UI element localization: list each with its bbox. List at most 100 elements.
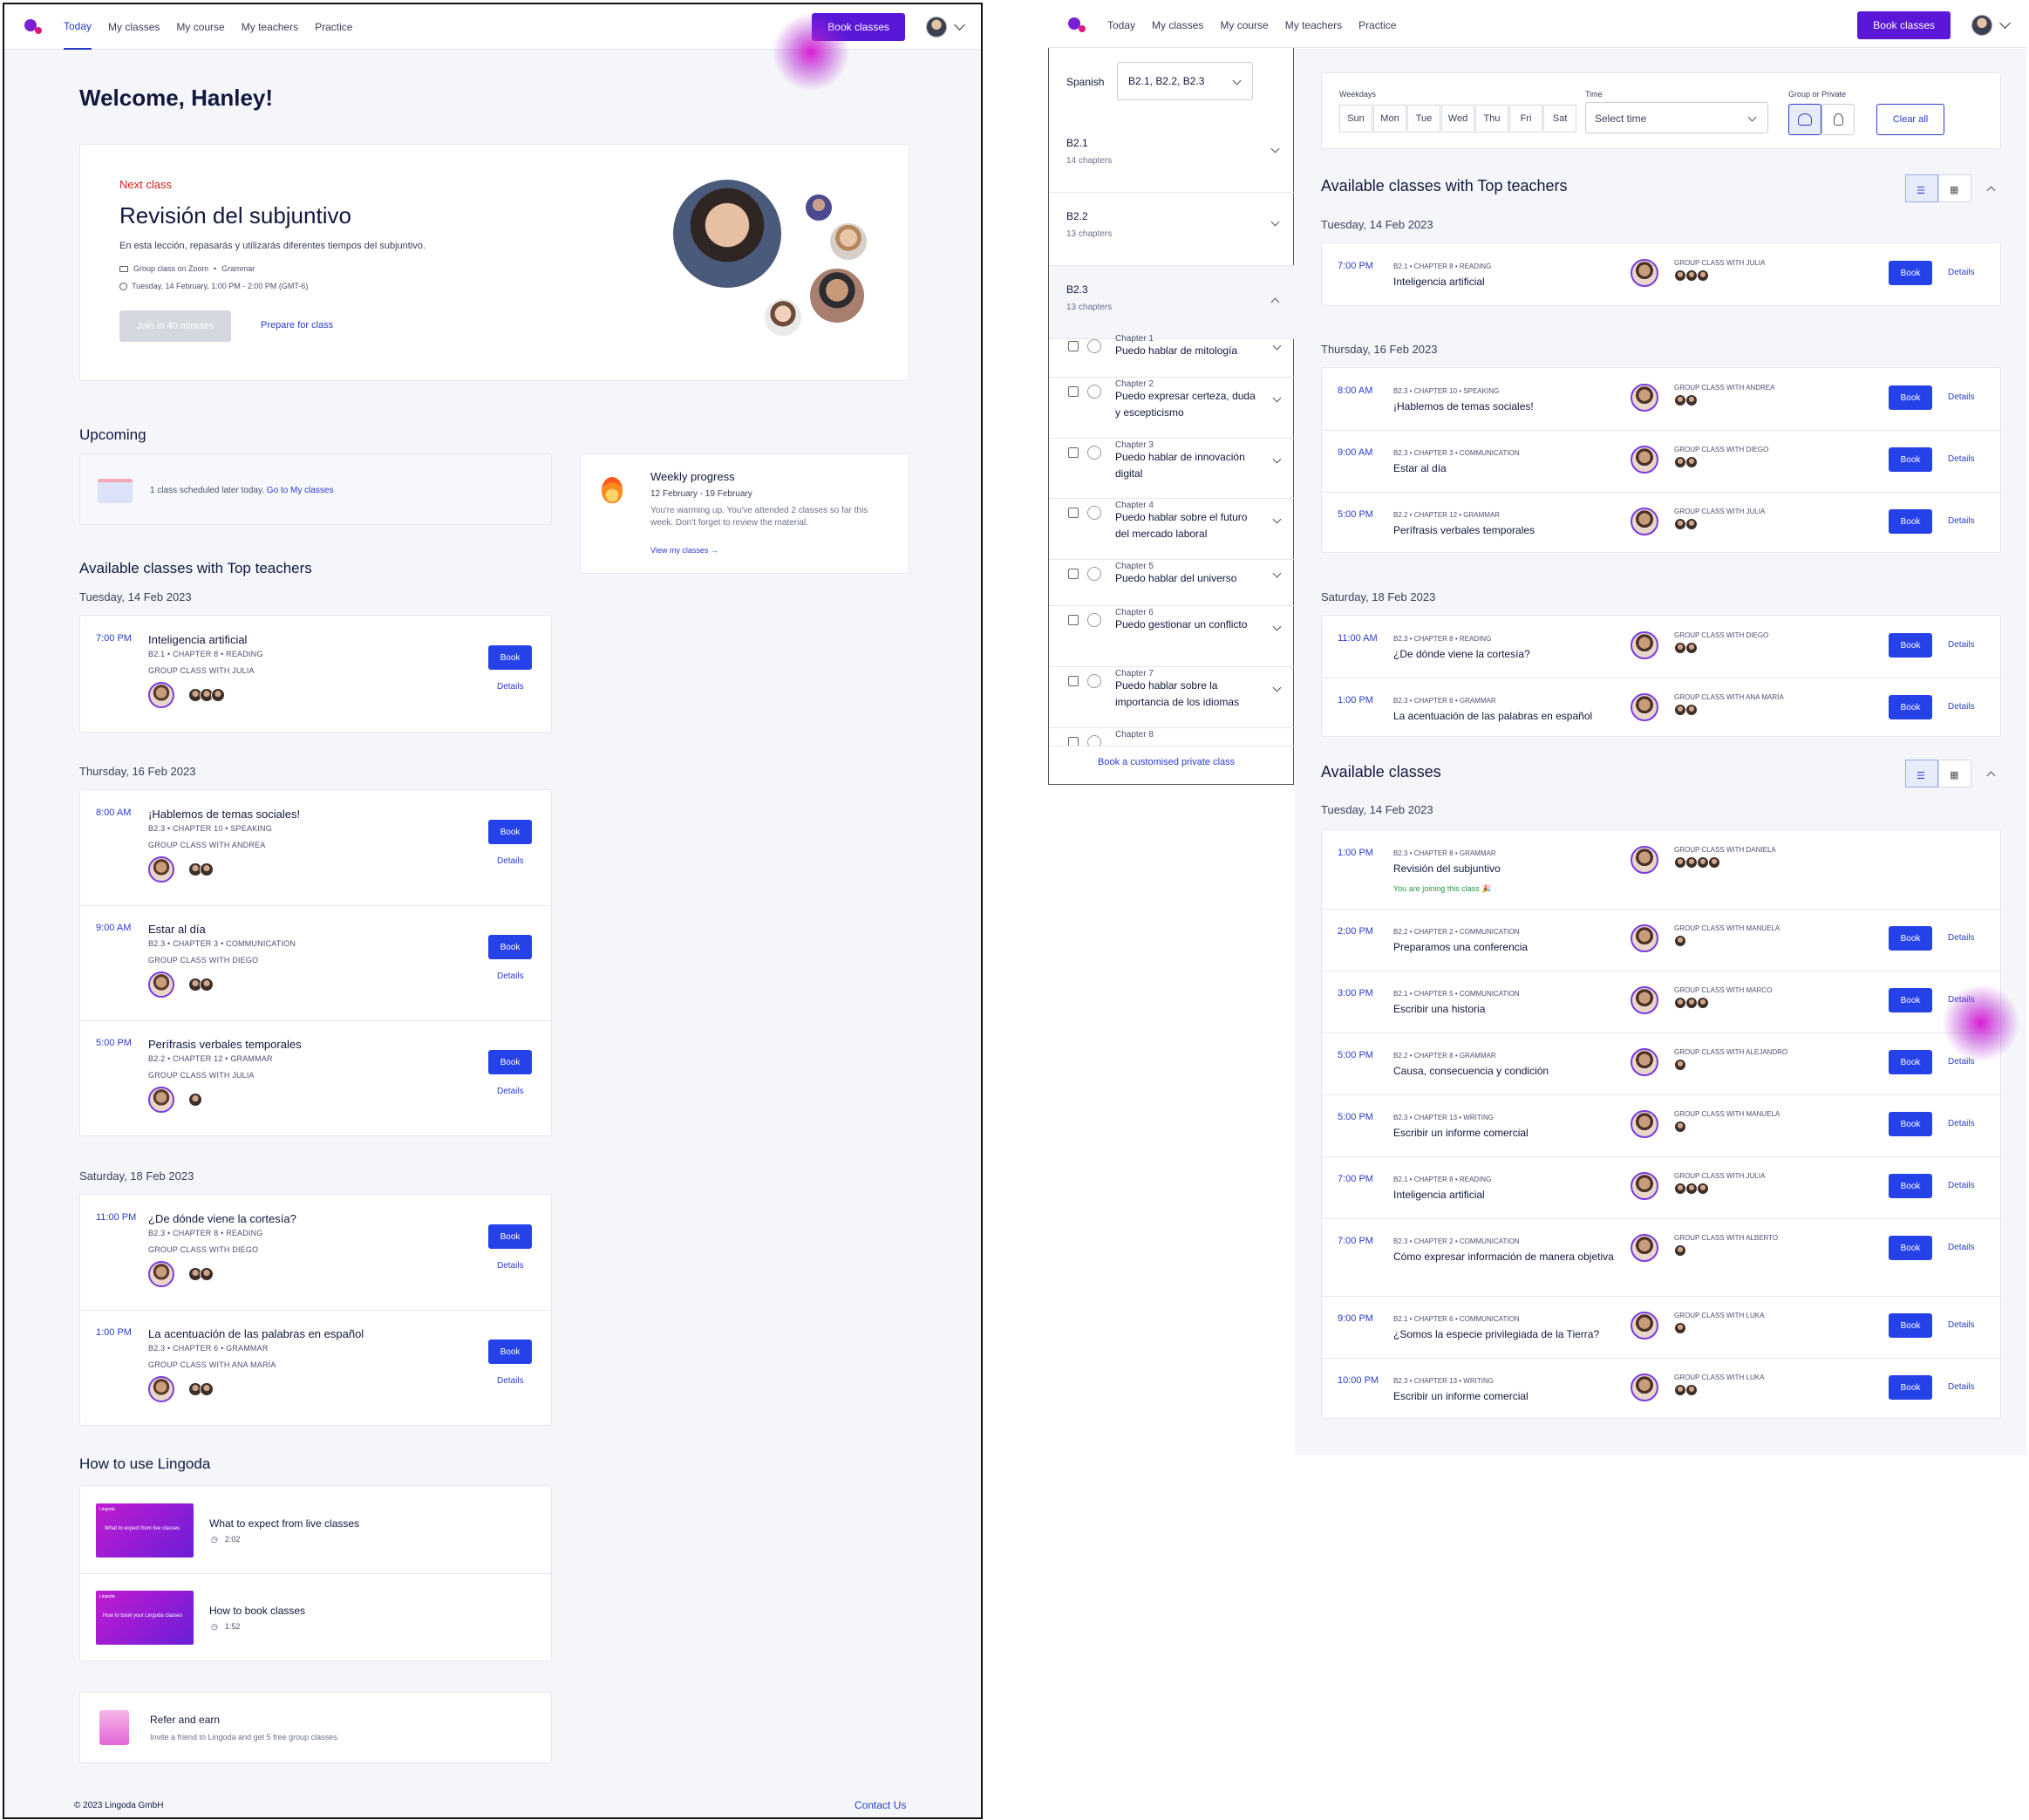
book-button[interactable]: Book [488,1339,532,1364]
chevron-down-icon[interactable] [1270,217,1280,227]
chapter-checkbox[interactable] [1068,569,1079,579]
book-button[interactable]: Book [488,1224,532,1249]
contact-us-link[interactable]: Contact Us [854,1799,907,1811]
chevron-down-icon[interactable] [1272,454,1282,464]
user-avatar[interactable] [926,16,947,37]
chapter-row[interactable]: Chapter 4 Puedo hablar sobre el futuro de… [1049,499,1295,560]
nav-my-classes[interactable]: My classes [1152,18,1204,31]
chevron-down-icon[interactable] [954,19,965,31]
chapter-row[interactable]: Chapter 2 Puedo expresar certeza, duda y … [1049,378,1295,439]
chapter-checkbox[interactable] [1068,386,1079,397]
weekday-toggle-sat[interactable]: Sat [1543,105,1576,133]
lingoda-logo-icon[interactable] [22,16,44,38]
chapter-checkbox[interactable] [1068,615,1079,625]
details-link[interactable]: Details [497,1087,524,1096]
nav-practice[interactable]: Practice [315,20,353,33]
level-item-B2-2[interactable]: B2.2 13 chapters [1049,193,1295,266]
nav-practice[interactable]: Practice [1358,18,1397,31]
book-button[interactable]: Book [1889,1236,1932,1260]
book-button[interactable]: Book [1889,1112,1932,1136]
join-class-button[interactable]: Join in 40 minutes [119,310,231,342]
chapter-row[interactable]: Chapter 3 Puedo hablar de innovación digi… [1049,439,1295,499]
details-link[interactable]: Details [1948,1181,1975,1190]
details-link[interactable]: Details [1948,1057,1975,1067]
nav-my-course[interactable]: My course [1220,18,1269,31]
private-class-toggle[interactable] [1821,104,1855,135]
book-classes-button[interactable]: Book classes [812,12,905,41]
details-link[interactable]: Details [497,971,524,981]
view-my-classes-link[interactable]: View my classes → [650,546,718,555]
nav-my-teachers[interactable]: My teachers [1284,18,1343,31]
book-private-class-link[interactable]: Book a customised private class [1098,757,1236,767]
chapter-checkbox[interactable] [1068,737,1079,746]
details-link[interactable]: Details [1948,933,1975,943]
chevron-down-icon[interactable] [1272,622,1282,631]
book-button[interactable]: Book [488,645,532,670]
details-link[interactable]: Details [1948,454,1975,464]
chapter-checkbox[interactable] [1068,676,1079,686]
nav-my-teachers[interactable]: My teachers [241,20,299,33]
refer-card[interactable]: Refer and earn Invite a friend to Lingod… [79,1692,552,1763]
level-item-B2-3[interactable]: B2.3 13 chapters [1049,266,1295,339]
nav-my-classes[interactable]: My classes [108,20,160,33]
book-button[interactable]: Book [1889,261,1932,285]
details-link[interactable]: Details [1948,1382,1975,1392]
video-title[interactable]: What to expect from live classes [209,1517,360,1530]
nav-today[interactable]: Today [64,4,92,50]
book-button[interactable]: Book [1889,385,1932,410]
chevron-down-icon[interactable] [1270,144,1280,153]
video-thumbnail[interactable]: Lingoda How to book your Lingoda classes [96,1591,194,1645]
details-link[interactable]: Details [1948,516,1975,526]
book-button[interactable]: Book [1889,1174,1932,1198]
chevron-down-icon[interactable] [1272,341,1282,351]
chevron-up-icon[interactable] [1270,297,1280,307]
level-item-B2-1[interactable]: B2.1 14 chapters [1049,119,1295,193]
book-button[interactable]: Book [1889,1313,1932,1338]
details-link[interactable]: Details [497,856,524,866]
lingoda-logo-icon[interactable] [1066,14,1088,37]
nav-my-course[interactable]: My course [176,20,225,33]
chapter-row[interactable]: Chapter 7 Puedo hablar sobre la importanc… [1049,667,1295,728]
weekday-toggle-fri[interactable]: Fri [1509,105,1542,133]
video-title[interactable]: How to book classes [209,1605,306,1617]
weekday-toggle-mon[interactable]: Mon [1373,105,1406,133]
chapter-row[interactable]: Chapter 5 Puedo hablar del universo [1049,560,1295,606]
book-button[interactable]: Book [1889,988,1932,1012]
list-view-toggle[interactable]: ☰ [1905,174,1938,202]
book-button[interactable]: Book [1889,633,1932,658]
chapter-row[interactable]: Chapter 8 [1049,728,1295,746]
prepare-class-link[interactable]: Prepare for class [261,320,334,331]
details-link[interactable]: Details [1948,995,1975,1005]
book-button[interactable]: Book [1889,447,1932,472]
book-button[interactable]: Book [488,1050,532,1074]
clear-all-button[interactable]: Clear all [1876,104,1944,135]
details-link[interactable]: Details [497,682,524,692]
user-avatar[interactable] [1971,14,1992,36]
go-to-my-classes-link[interactable]: Go to My classes [266,486,334,495]
chevron-down-icon[interactable] [1272,569,1282,578]
weekday-toggle-thu[interactable]: Thu [1475,105,1508,133]
chevron-down-icon[interactable] [1272,393,1282,403]
details-link[interactable]: Details [1948,268,1975,277]
chevron-down-icon[interactable] [1999,17,2011,29]
book-button[interactable]: Book [1889,509,1932,534]
weekday-toggle-tue[interactable]: Tue [1407,105,1440,133]
book-button[interactable]: Book [488,820,532,844]
book-button[interactable]: Book [1889,1375,1932,1400]
chapter-row[interactable]: Chapter 1 Puedo hablar de mitología [1049,332,1295,378]
details-link[interactable]: Details [1948,1320,1975,1330]
book-classes-button[interactable]: Book classes [1857,10,1951,39]
level-select[interactable]: B2.1, B2.2, B2.3 [1117,62,1253,100]
nav-today[interactable]: Today [1107,18,1136,31]
list-view-toggle[interactable]: ☰ [1905,760,1938,787]
details-link[interactable]: Details [1948,702,1975,712]
grid-view-toggle[interactable]: ▦ [1938,174,1971,202]
chapter-checkbox[interactable] [1068,508,1079,518]
details-link[interactable]: Details [1948,1243,1975,1252]
details-link[interactable]: Details [1948,640,1975,650]
book-button[interactable]: Book [1889,695,1932,719]
details-link[interactable]: Details [497,1376,524,1386]
grid-view-toggle[interactable]: ▦ [1938,760,1971,787]
details-link[interactable]: Details [1948,1119,1975,1128]
chapter-checkbox[interactable] [1068,341,1079,351]
